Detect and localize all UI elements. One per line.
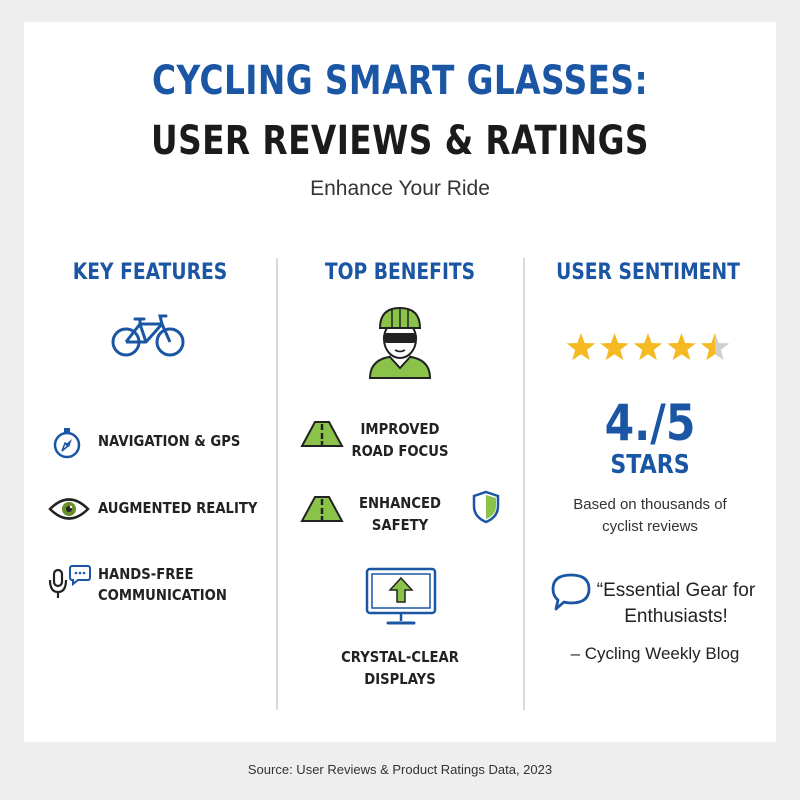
rating-basis-line1: Based on thousands of (573, 496, 727, 513)
column-divider-left (276, 258, 278, 710)
testimonial-quote: “Essential Gear for Enthusiasts! (596, 578, 756, 630)
monitor-icon (365, 567, 437, 625)
feature-label-navigation: NAVIGATION & GPS (98, 432, 241, 450)
column-divider-right (523, 258, 525, 710)
testimonial-quote-line2: Enthusiasts! (624, 606, 728, 627)
cyclist-avatar-icon (368, 306, 432, 379)
rating-stars-label: STARS (610, 450, 690, 480)
feature-label-hands-free-line2: COMMUNICATION (98, 586, 227, 604)
star-icon (667, 333, 696, 361)
title-line-2: USER REVIEWS & RATINGS (151, 118, 649, 164)
source-footnote: Source: User Reviews & Product Ratings D… (247, 762, 553, 777)
benefit-label-road-focus: IMPROVED ROAD FOCUS (334, 418, 466, 462)
star-rating (566, 333, 730, 361)
benefit-label-displays-line2: DISPLAYS (364, 670, 436, 688)
benefit-label-road-focus-line1: IMPROVED (360, 420, 440, 438)
star-icon (700, 333, 730, 361)
features-heading: KEY FEATURES (72, 260, 228, 285)
title-line-1: CYCLING SMART GLASSES: (152, 58, 648, 104)
benefit-label-displays-line1: CRYSTAL-CLEAR (341, 648, 459, 666)
speech-bubble-icon (551, 573, 591, 611)
bicycle-icon (111, 314, 185, 357)
subtitle: Enhance Your Ride (310, 177, 490, 200)
star-icon (600, 333, 629, 361)
feature-label-augmented-reality: AUGMENTED REALITY (98, 499, 258, 517)
eye-icon (48, 498, 90, 520)
benefit-label-safety-line2: SAFETY (371, 516, 429, 534)
road-icon (300, 496, 344, 522)
benefit-label-safety-line1: ENHANCED (358, 494, 442, 512)
benefits-heading: TOP BENEFITS (324, 260, 476, 285)
compass-icon (53, 428, 81, 459)
benefit-label-road-focus-line2: ROAD FOCUS (351, 442, 449, 460)
testimonial-quote-line1: “Essential Gear for (596, 580, 756, 601)
road-icon (300, 421, 344, 447)
rating-basis-text: Based on thousands of cyclist reviews (545, 494, 755, 538)
feature-label-hands-free: HANDS-FREE COMMUNICATION (98, 564, 265, 606)
feature-label-hands-free-line1: HANDS-FREE (98, 565, 194, 583)
testimonial-source: – Cycling Weekly Blog (570, 644, 740, 663)
star-icon (633, 333, 663, 361)
star-icon (566, 333, 596, 361)
benefit-label-safety: ENHANCED SAFETY (334, 492, 466, 536)
microphone-chat-icon (48, 565, 91, 598)
shield-icon (472, 490, 500, 524)
rating-value: 4./5 (604, 394, 696, 452)
sentiment-heading: USER SENTIMENT (556, 260, 740, 285)
rating-basis-line2: cyclist reviews (602, 518, 698, 535)
benefit-label-displays: CRYSTAL-CLEAR DISPLAYS (316, 646, 483, 690)
